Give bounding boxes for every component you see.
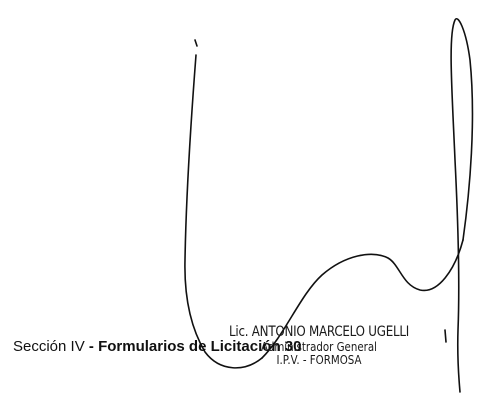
official-stamp: Lic. ANTONIO MARCELO UGELLI Administrado… <box>196 324 442 368</box>
stamp-name: Lic. ANTONIO MARCELO UGELLI <box>229 324 409 340</box>
page-footer: Sección IV - Formularios de Licitación 3… <box>13 338 301 355</box>
footer-title: Formularios de Licitación <box>98 338 281 355</box>
stamp-place: I.P.V. - FORMOSA <box>276 352 362 368</box>
footer-section: Sección IV <box>13 338 85 355</box>
page-number: 30 <box>284 338 302 355</box>
footer-separator: - <box>84 338 99 355</box>
stamp-role: Administrador General <box>260 339 378 355</box>
